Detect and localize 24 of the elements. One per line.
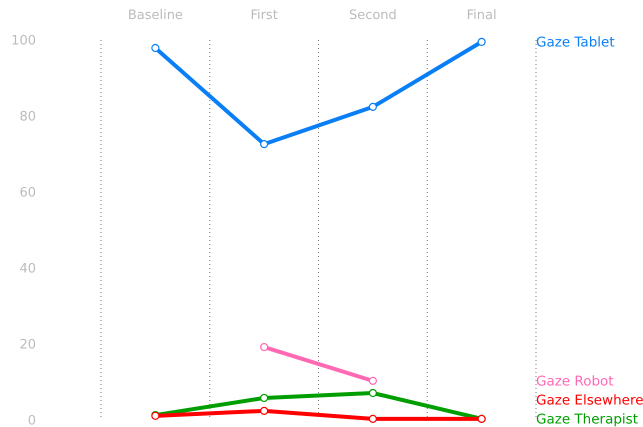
y-tick-label: 20 <box>19 338 36 353</box>
x-tick-label: Baseline <box>128 8 183 23</box>
point <box>368 376 377 385</box>
x-tick-label: First <box>250 8 278 23</box>
point <box>260 406 268 415</box>
point <box>260 140 268 148</box>
text: Gaze Therapist <box>536 412 638 427</box>
text: Gaze Tablet <box>536 34 615 51</box>
point <box>478 38 486 46</box>
point <box>260 394 268 402</box>
point <box>260 342 268 352</box>
point <box>151 44 160 52</box>
y-tick-label: 100 <box>11 34 36 49</box>
y-tick-label: 40 <box>19 262 36 277</box>
text: Gaze Elsewhere <box>536 392 643 409</box>
x-tick-label: Final <box>466 8 497 23</box>
x-tick-label: Second <box>348 8 397 23</box>
point <box>368 388 377 398</box>
point <box>368 414 377 423</box>
y-tick-label: 60 <box>19 186 36 201</box>
text: Gaze Robot <box>536 374 614 390</box>
y-tick-label: 80 <box>19 110 36 125</box>
y-tick-label: 0 <box>28 414 36 427</box>
point <box>368 102 377 111</box>
